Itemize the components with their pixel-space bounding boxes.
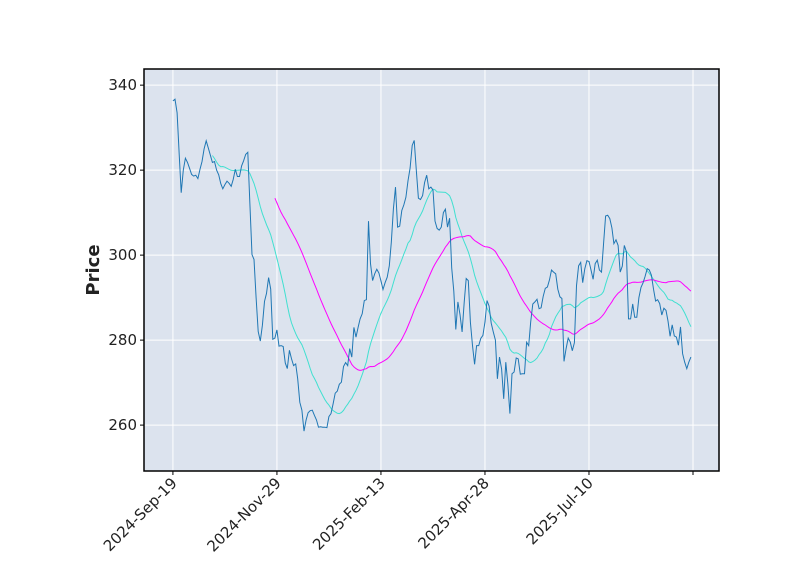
y-tick-label: 320 xyxy=(108,161,137,179)
y-axis: 260 280 300 320 340 xyxy=(108,76,144,434)
series-layer xyxy=(172,98,692,432)
y-tick-label: 300 xyxy=(108,246,137,264)
x-axis: 2024-Sep-19 2024-Nov-29 2025-Feb-13 2025-Ap… xyxy=(100,471,694,555)
moving-average-50-line xyxy=(274,198,692,371)
grid xyxy=(144,69,719,471)
x-tick-label: 2024-Sep-19 xyxy=(100,474,181,555)
x-tick-label: 2025-Apr-28 xyxy=(414,474,492,552)
close-price-line xyxy=(172,98,692,432)
y-tick-label: 260 xyxy=(108,416,137,434)
x-tick-label: 2024-Nov-29 xyxy=(203,474,284,555)
y-tick-label: 280 xyxy=(108,331,137,349)
x-tick-label: 2025-Jul-10 xyxy=(523,474,597,548)
moving-average-20-line xyxy=(211,155,692,415)
y-axis-label: Price xyxy=(83,244,104,295)
x-tick-label: 2025-Feb-13 xyxy=(309,474,389,554)
plot-frame xyxy=(143,68,720,472)
y-tick-label: 340 xyxy=(108,76,137,94)
